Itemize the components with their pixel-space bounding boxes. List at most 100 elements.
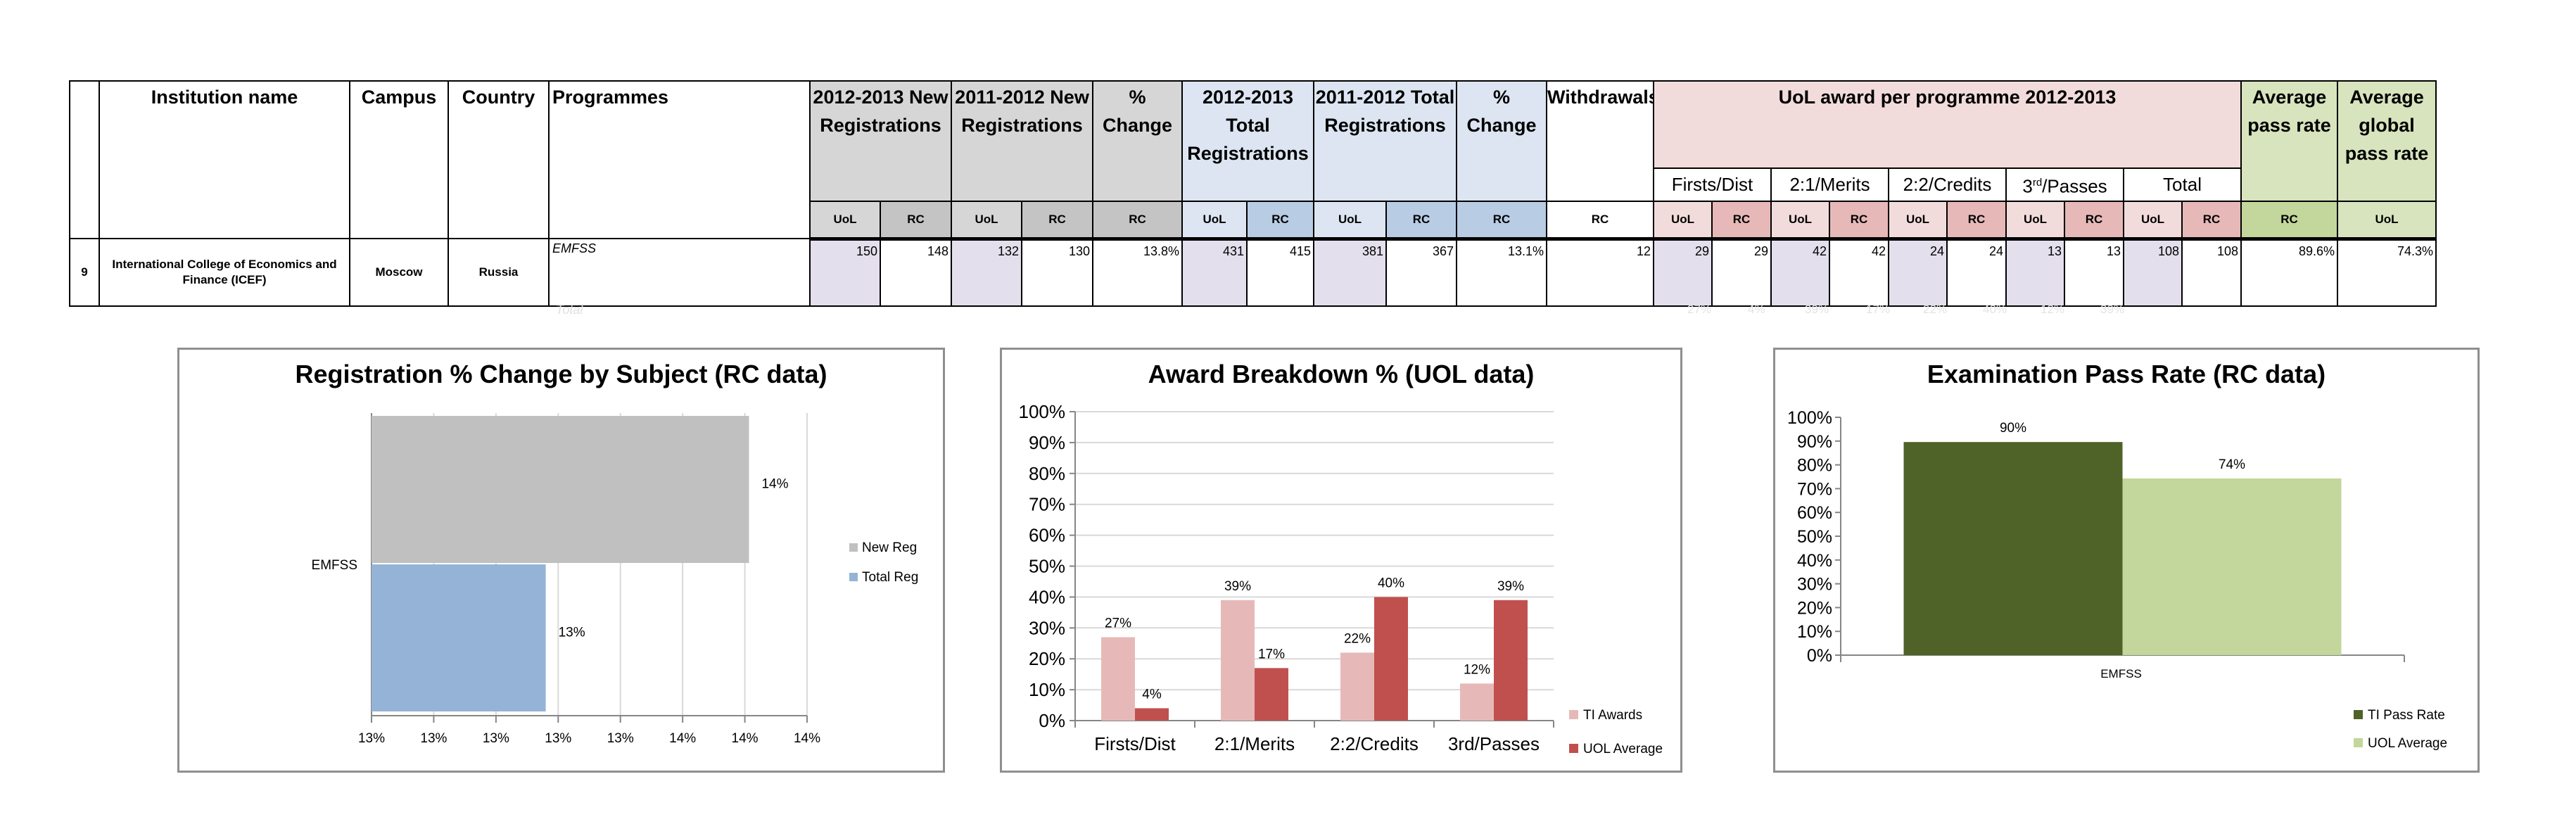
data-label: 14% [761, 477, 788, 492]
code-cell: UoL [2337, 200, 2437, 241]
code-cell: RC [1946, 200, 2007, 241]
legend-label: UOL Average [2368, 736, 2447, 751]
registration-table: Institution name Campus Country Programm… [69, 80, 2437, 307]
header-pct-change-total: % Change [1456, 80, 1548, 202]
bar-total-reg [372, 564, 546, 711]
legend-swatch [1569, 744, 1578, 753]
subheader-third: 3rd/Passes [2005, 167, 2125, 202]
cell-value: 12 [1546, 238, 1655, 307]
award-breakdown-plot: 0% 10% 20% 30% 40% 50% 60% 70% 80% 90% 100% Firsts/… [1019, 401, 1663, 756]
x-tick-label: 13% [483, 731, 509, 746]
code-cell: RC [1829, 200, 1890, 241]
faint-value: 27% [1687, 303, 1712, 316]
chart-title: Registration % Change by Subject (RC dat… [295, 360, 827, 388]
faint-value: 12% [2041, 303, 2065, 316]
faint-value: 4% [1748, 303, 1765, 316]
cell-value: 13 [2064, 238, 2125, 307]
pass-rate-chart: Examination Pass Rate (RC data) 0% 10% 20%… [1773, 348, 2480, 773]
header-country: Country [448, 80, 550, 240]
subheader-21: 2:1/Merits [1770, 167, 1890, 202]
y-tick-label: 30% [1029, 617, 1065, 638]
cell-value: 42 [1829, 238, 1890, 307]
header-new-reg-1112: 2011-2012 New Registrations [951, 80, 1093, 202]
header-programmes: Programmes [548, 80, 811, 240]
code-cell: RC [1092, 200, 1183, 241]
y-tick-label: 40% [1797, 551, 1832, 571]
y-tick-label: 10% [1797, 622, 1832, 642]
y-tick-label: 50% [1029, 556, 1065, 577]
header-uol-award: UoL award per programme 2012-2013 [1653, 80, 2242, 169]
y-tick-label: 100% [1787, 408, 1832, 428]
header-avg-pass-rate: Average pass rate [2240, 80, 2339, 202]
code-cell: UoL [1181, 200, 1248, 241]
code-cell: UoL [2123, 200, 2183, 241]
x-tick-label: 13% [607, 731, 634, 746]
y-tick-label: 70% [1029, 494, 1065, 515]
cell-value: 367 [1385, 238, 1458, 307]
cell-value: 13 [2005, 238, 2066, 307]
cell-value: 132 [951, 238, 1022, 307]
code-cell: UoL [1313, 200, 1387, 241]
legend-label: Total Reg [862, 570, 918, 585]
legend-label: New Reg [862, 540, 917, 555]
cell-value: 24 [1946, 238, 2007, 307]
x-tick-label: 14% [794, 731, 820, 746]
bar-new-reg [372, 416, 749, 563]
y-tick-label: 50% [1797, 527, 1832, 547]
cell-value: 431 [1181, 238, 1248, 307]
y-tick-label: 60% [1029, 525, 1065, 546]
data-label: 27% [1105, 616, 1131, 631]
cell-value: 74.3% [2337, 238, 2437, 307]
header-avg-global-pass-rate: Average global pass rate [2337, 80, 2437, 202]
legend-label: UOL Average [1583, 742, 1663, 756]
code-cell: UoL [1653, 200, 1713, 241]
cell-value: 148 [880, 238, 952, 307]
y-tick-label: 80% [1797, 456, 1832, 476]
faint-value: 22% [1923, 303, 1948, 316]
data-label: 13% [559, 626, 585, 640]
chart-title: Award Breakdown % (UOL data) [1148, 360, 1535, 388]
data-label: 90% [2000, 421, 2026, 436]
y-tick-label: 40% [1029, 586, 1065, 607]
legend-swatch [1569, 710, 1578, 719]
bar-uol-average [1374, 597, 1408, 721]
header-pct-change-new: % Change [1092, 80, 1183, 202]
cell-value: 108 [2123, 238, 2183, 307]
bar-uol-average [1255, 668, 1288, 721]
header-total-reg-1213: 2012-2013 Total Registrations [1181, 80, 1314, 202]
code-cell: UoL [809, 200, 881, 241]
data-label: 22% [1344, 631, 1371, 646]
award-breakdown-chart: Award Breakdown % (UOL data) 0% 10% 20% 30%… [1000, 348, 1682, 773]
y-tick-label: 10% [1029, 679, 1065, 700]
row-number-header [69, 80, 100, 240]
header-new-reg-1213: 2012-2013 New Registrations [809, 80, 952, 202]
y-tick-label: 20% [1797, 598, 1832, 618]
y-tick-label: 80% [1029, 463, 1065, 484]
cell-value: 24 [1888, 238, 1948, 307]
y-tick-label: 0% [1039, 710, 1065, 731]
code-cell: RC [2240, 200, 2339, 241]
data-label: 40% [1378, 576, 1404, 590]
y-tick-label: 90% [1797, 432, 1832, 452]
x-tick-label: 14% [732, 731, 759, 746]
code-cell: UoL [951, 200, 1022, 241]
chart-title: Examination Pass Rate (RC data) [1927, 360, 2326, 388]
x-tick-label: 13% [420, 731, 447, 746]
bar-uol-average [1494, 600, 1528, 721]
bar-ti-pass-rate [1903, 442, 2123, 655]
pass-rate-plot: 0% 10% 20% 30% 40% 50% 60% 70% 80% 90% 100% EMFSS 90… [1787, 408, 2447, 751]
data-label: 39% [1497, 579, 1524, 594]
legend-label: TI Pass Rate [2368, 708, 2445, 723]
y-tick-label: 100% [1019, 401, 1066, 422]
institution-name: International College of Economics and F… [99, 238, 350, 307]
code-cell: RC [1456, 200, 1548, 241]
country-name: Russia [448, 238, 550, 307]
y-tick-label: 70% [1797, 479, 1832, 499]
total-label: Total [556, 303, 583, 317]
programme-name: EMFSS [548, 238, 811, 307]
code-cell: UoL [1770, 200, 1831, 241]
y-tick-label: 60% [1797, 503, 1832, 523]
bar-uol-average [1135, 708, 1169, 721]
subheader-firsts: Firsts/Dist [1653, 167, 1772, 202]
campus-name: Moscow [349, 238, 449, 307]
